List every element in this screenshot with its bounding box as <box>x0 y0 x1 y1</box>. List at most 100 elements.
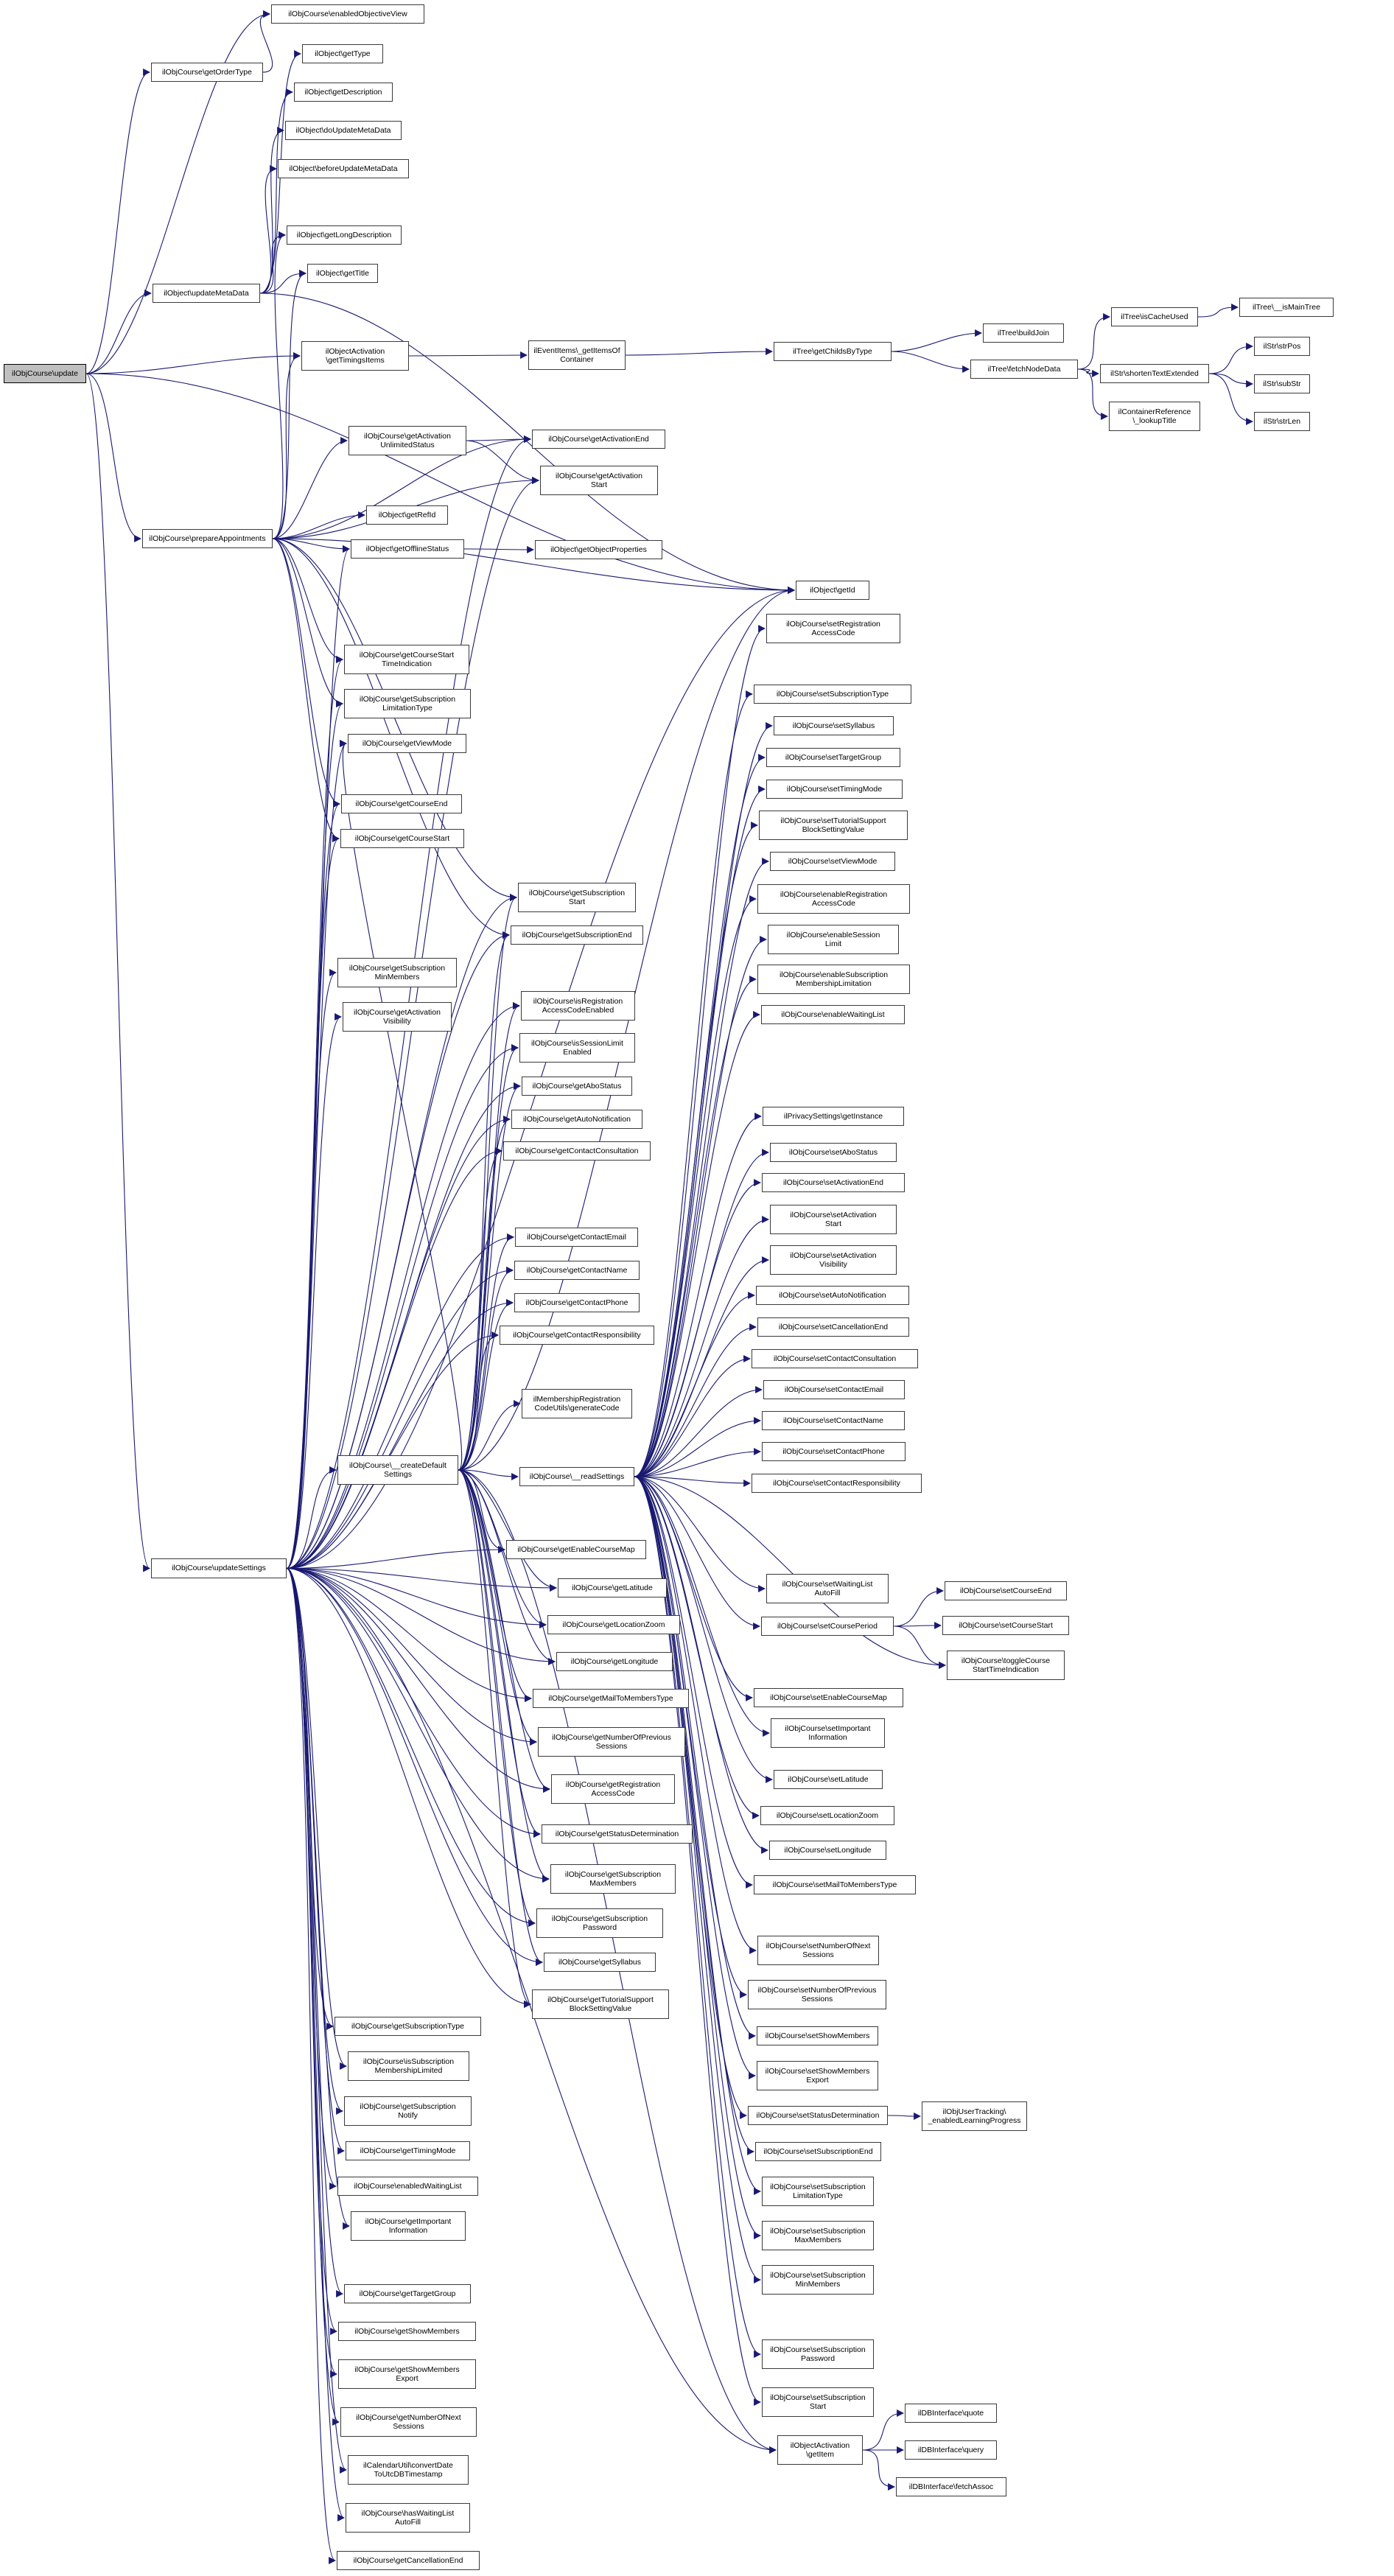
graph-node-setSubscriptionMaxMembers[interactable]: ilObjCourse\setSubscription MaxMembers <box>762 2221 874 2250</box>
graph-node-updateSettings[interactable]: ilObjCourse\updateSettings <box>151 1558 287 1578</box>
graph-node-isMainTree[interactable]: ilTree\__isMainTree <box>1239 298 1334 317</box>
graph-node-setContactResponsibility[interactable]: ilObjCourse\setContactResponsibility <box>752 1474 922 1493</box>
graph-node-getTimingMode[interactable]: ilObjCourse\getTimingMode <box>346 2141 470 2160</box>
graph-node-getSubscriptionLimitationType[interactable]: ilObjCourse\getSubscription LimitationTy… <box>344 689 471 718</box>
graph-node-setTargetGroup[interactable]: ilObjCourse\setTargetGroup <box>766 748 900 767</box>
graph-node-getContactResponsibility[interactable]: ilObjCourse\getContactResponsibility <box>500 1326 654 1345</box>
graph-node-privacyGetInstance[interactable]: ilPrivacySettings\getInstance <box>763 1107 904 1126</box>
graph-node-getAutoNotification[interactable]: ilObjCourse\getAutoNotification <box>511 1110 642 1129</box>
graph-node-getSubscriptionMaxMembers[interactable]: ilObjCourse\getSubscription MaxMembers <box>550 1864 676 1894</box>
graph-node-setActivationStart[interactable]: ilObjCourse\setActivation Start <box>770 1205 897 1234</box>
graph-node-updateMetaData[interactable]: ilObject\updateMetaData <box>153 284 260 303</box>
graph-node-enableSessionLimit[interactable]: ilObjCourse\enableSession Limit <box>768 925 899 954</box>
graph-node-enableRegistrationAccessCode[interactable]: ilObjCourse\enableRegistration AccessCod… <box>757 884 910 914</box>
graph-node-subStr[interactable]: ilStr\subStr <box>1254 374 1310 393</box>
graph-node-isSessionLimitEnabled[interactable]: ilObjCourse\isSessionLimit Enabled <box>519 1033 635 1063</box>
graph-node-strPos[interactable]: ilStr\strPos <box>1254 337 1310 356</box>
graph-node-getOrderType[interactable]: ilObjCourse\getOrderType <box>151 63 263 82</box>
graph-node-enabledLearningProgress[interactable]: ilObjUserTracking\ _enabledLearningProgr… <box>922 2101 1027 2131</box>
graph-node-isCacheUsed[interactable]: ilTree\isCacheUsed <box>1111 307 1198 326</box>
graph-node-setShowMembersExport[interactable]: ilObjCourse\setShowMembers Export <box>757 2061 878 2090</box>
graph-node-lookupTitle[interactable]: ilContainerReference \_lookupTitle <box>1109 402 1200 431</box>
graph-node-getLongitude[interactable]: ilObjCourse\getLongitude <box>556 1652 673 1671</box>
graph-node-getRefId[interactable]: ilObject\getRefId <box>366 505 448 525</box>
graph-node-getActivationStart[interactable]: ilObjCourse\getActivation Start <box>540 466 658 495</box>
graph-node-setEnableCourseMap[interactable]: ilObjCourse\setEnableCourseMap <box>754 1688 903 1707</box>
graph-node-setContactPhone[interactable]: ilObjCourse\setContactPhone <box>762 1442 906 1461</box>
graph-node-beforeUpdateMetaData[interactable]: ilObject\beforeUpdateMetaData <box>278 159 409 178</box>
graph-node-toggleCourseStartTimeIndication[interactable]: ilObjCourse\toggleCourse StartTimeIndica… <box>947 1651 1065 1680</box>
graph-node-setTimingMode[interactable]: ilObjCourse\setTimingMode <box>766 780 903 799</box>
graph-node-setNumberOfNextSessions[interactable]: ilObjCourse\setNumberOfNext Sessions <box>757 1936 879 1965</box>
graph-node-setAutoNotification[interactable]: ilObjCourse\setAutoNotification <box>756 1286 909 1305</box>
graph-node-doUpdateMetaData[interactable]: ilObject\doUpdateMetaData <box>285 121 402 140</box>
graph-node-getNumberOfNextSessions[interactable]: ilObjCourse\getNumberOfNext Sessions <box>340 2407 477 2437</box>
graph-node-getAboStatus[interactable]: ilObjCourse\getAboStatus <box>522 1077 632 1096</box>
graph-node-getSubscriptionStart[interactable]: ilObjCourse\getSubscription Start <box>518 883 636 912</box>
graph-node-setRegistrationAccessCode[interactable]: ilObjCourse\setRegistration AccessCode <box>766 614 900 643</box>
graph-node-getCourseEnd[interactable]: ilObjCourse\getCourseEnd <box>341 794 462 813</box>
graph-node-getActivationVisibility[interactable]: ilObjCourse\getActivation Visibility <box>343 1002 452 1032</box>
graph-node-setSubscriptionPassword[interactable]: ilObjCourse\setSubscription Password <box>762 2339 874 2369</box>
graph-node-setCourseEnd[interactable]: ilObjCourse\setCourseEnd <box>945 1581 1067 1600</box>
graph-node-setContactConsultation[interactable]: ilObjCourse\setContactConsultation <box>752 1349 918 1368</box>
graph-node-getNumberOfPreviousSessions[interactable]: ilObjCourse\getNumberOfPrevious Sessions <box>538 1727 685 1757</box>
graph-node-setMailToMembersType[interactable]: ilObjCourse\setMailToMembersType <box>754 1875 916 1894</box>
graph-node-quote[interactable]: ilDBInterface\quote <box>905 2404 997 2423</box>
graph-node-createDefaultSettings[interactable]: ilObjCourse\__createDefault Settings <box>337 1455 458 1485</box>
graph-node-setLocationZoom[interactable]: ilObjCourse\setLocationZoom <box>760 1806 894 1825</box>
graph-node-query[interactable]: ilDBInterface\query <box>905 2440 997 2460</box>
graph-node-getMailToMembersType[interactable]: ilObjCourse\getMailToMembersType <box>533 1689 689 1708</box>
graph-node-getContactPhone[interactable]: ilObjCourse\getContactPhone <box>514 1293 640 1312</box>
graph-node-isSubscriptionMembershipLimited[interactable]: ilObjCourse\isSubscription MembershipLim… <box>348 2051 469 2081</box>
graph-node-getContactName[interactable]: ilObjCourse\getContactName <box>514 1261 640 1280</box>
graph-node-setActivationEnd[interactable]: ilObjCourse\setActivationEnd <box>762 1173 905 1192</box>
graph-node-getObjectProperties[interactable]: ilObject\getObjectProperties <box>535 540 662 559</box>
graph-node-getLongDescription[interactable]: ilObject\getLongDescription <box>287 225 402 245</box>
graph-node-generateCode[interactable]: ilMembershipRegistration CodeUtils\gener… <box>522 1389 632 1418</box>
graph-node-shortenTextExtended[interactable]: ilStr\shortenTextExtended <box>1100 364 1209 383</box>
graph-node-strLen[interactable]: ilStr\strLen <box>1254 412 1310 431</box>
graph-node-setWaitingListAutoFill[interactable]: ilObjCourse\setWaitingList AutoFill <box>766 1574 889 1603</box>
graph-node-setContactName[interactable]: ilObjCourse\setContactName <box>762 1411 905 1430</box>
graph-node-setAboStatus[interactable]: ilObjCourse\setAboStatus <box>770 1143 897 1162</box>
graph-node-getId[interactable]: ilObject\getId <box>796 581 869 600</box>
graph-node-getTitle[interactable]: ilObject\getTitle <box>307 264 378 283</box>
graph-node-getActivationUnlimitedStatus[interactable]: ilObjCourse\getActivation UnlimitedStatu… <box>348 426 466 455</box>
graph-node-getSubscriptionType[interactable]: ilObjCourse\getSubscriptionType <box>335 2017 481 2036</box>
graph-node-setSubscriptionMinMembers[interactable]: ilObjCourse\setSubscription MinMembers <box>762 2265 874 2295</box>
graph-node-getContactConsultation[interactable]: ilObjCourse\getContactConsultation <box>503 1141 651 1161</box>
graph-node-getCancellationEnd[interactable]: ilObjCourse\getCancellationEnd <box>337 2551 480 2570</box>
graph-node-setStatusDetermination[interactable]: ilObjCourse\setStatusDetermination <box>748 2106 888 2125</box>
graph-node-setSubscriptionLimitationType[interactable]: ilObjCourse\setSubscription LimitationTy… <box>762 2177 874 2206</box>
graph-node-setSyllabus[interactable]: ilObjCourse\setSyllabus <box>774 716 894 735</box>
graph-node-getItemsOfContainer[interactable]: ilEventItems\_getItemsOf Container <box>528 340 626 370</box>
graph-node-getLocationZoom[interactable]: ilObjCourse\getLocationZoom <box>547 1615 680 1634</box>
graph-node-setCourseStart[interactable]: ilObjCourse\setCourseStart <box>942 1616 1069 1635</box>
graph-node-getItem[interactable]: ilObjectActivation \getItem <box>777 2435 863 2465</box>
graph-node-getCourseStart[interactable]: ilObjCourse\getCourseStart <box>340 829 464 848</box>
graph-node-enabledWaitingList[interactable]: ilObjCourse\enabledWaitingList <box>337 2177 478 2196</box>
graph-node-setViewMode[interactable]: ilObjCourse\setViewMode <box>770 852 895 871</box>
graph-node-buildJoin[interactable]: ilTree\buildJoin <box>983 323 1064 343</box>
graph-node-getTutorialSupportBlockSettingValue[interactable]: ilObjCourse\getTutorialSupport BlockSett… <box>532 1989 669 2019</box>
graph-node-getType[interactable]: ilObject\getType <box>302 44 383 63</box>
graph-node-setShowMembers[interactable]: ilObjCourse\setShowMembers <box>757 2026 878 2045</box>
graph-node-getActivationEnd[interactable]: ilObjCourse\getActivationEnd <box>532 430 665 449</box>
graph-node-setSubscriptionType[interactable]: ilObjCourse\setSubscriptionType <box>754 685 911 704</box>
graph-node-getViewMode[interactable]: ilObjCourse\getViewMode <box>348 734 466 753</box>
graph-node-getSubscriptionPassword[interactable]: ilObjCourse\getSubscription Password <box>536 1908 663 1938</box>
graph-node-getImportantInformation[interactable]: ilObjCourse\getImportant Information <box>351 2211 466 2241</box>
graph-node-getSubscriptionEnd[interactable]: ilObjCourse\getSubscriptionEnd <box>511 925 643 945</box>
graph-node-getChildsByType[interactable]: ilTree\getChildsByType <box>774 342 892 361</box>
graph-node-setLatitude[interactable]: ilObjCourse\setLatitude <box>774 1770 883 1789</box>
graph-node-getLatitude[interactable]: ilObjCourse\getLatitude <box>558 1578 667 1597</box>
graph-node-readSettings[interactable]: ilObjCourse\__readSettings <box>519 1467 634 1486</box>
graph-node-getOfflineStatus[interactable]: ilObject\getOfflineStatus <box>351 539 464 559</box>
graph-node-getTimingsItems[interactable]: ilObjectActivation \getTimingsItems <box>301 341 409 371</box>
graph-node-setImportantInformation[interactable]: ilObjCourse\setImportant Information <box>771 1718 885 1748</box>
graph-node-setCoursePeriod[interactable]: ilObjCourse\setCoursePeriod <box>761 1617 894 1636</box>
graph-node-getTargetGroup[interactable]: ilObjCourse\getTargetGroup <box>344 2284 471 2303</box>
graph-node-enableSubscriptionMembershipLimitation[interactable]: ilObjCourse\enableSubscription Membershi… <box>757 965 910 994</box>
graph-node-setLongitude[interactable]: ilObjCourse\setLongitude <box>769 1841 886 1860</box>
